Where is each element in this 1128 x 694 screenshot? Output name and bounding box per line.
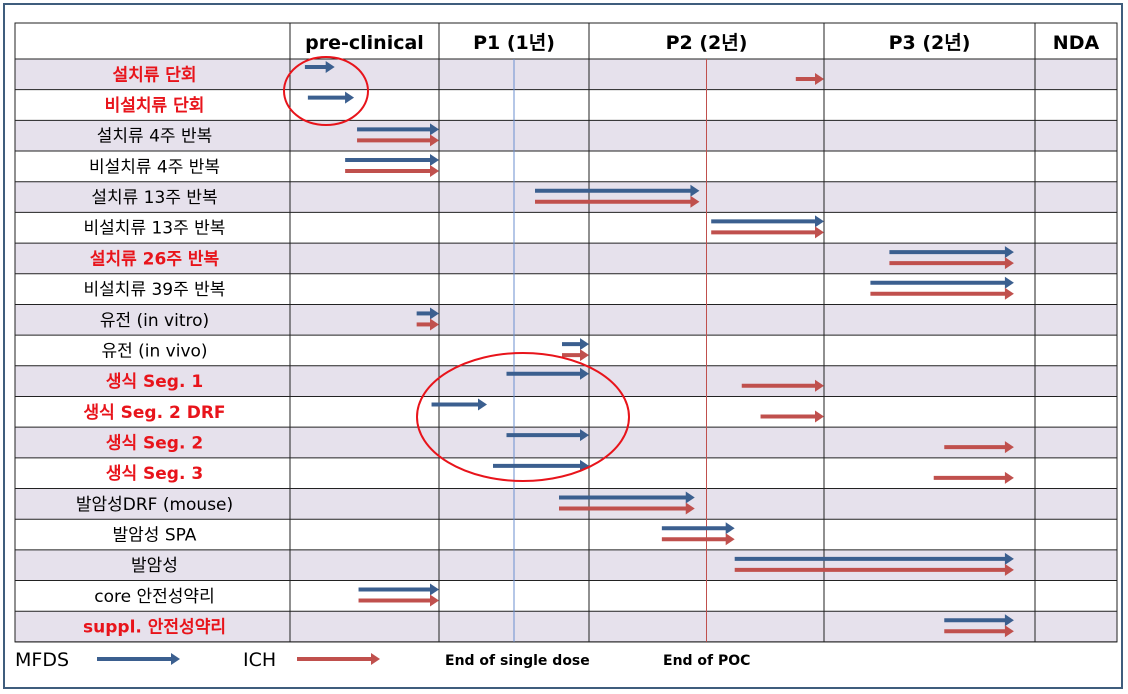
row-shade <box>15 120 1117 152</box>
row-shade <box>15 365 1117 397</box>
mfds-arrow-head <box>478 398 487 411</box>
column-header: pre-clinical <box>305 32 424 54</box>
column-header: P3 (2년) <box>889 32 971 54</box>
mfds-arrow-head <box>580 459 589 472</box>
ich-arrow-head <box>725 533 735 546</box>
row-label: 생식 Seg. 3 <box>106 464 203 484</box>
highlight-ellipse <box>416 352 630 482</box>
row-label: 생식 Seg. 2 <box>106 434 203 454</box>
mfds-arrow-head <box>580 429 589 442</box>
chart-frame: pre-clinical P1 (1년) P2 (2년) P3 (2년) NDA 설치류 … <box>3 3 1123 689</box>
highlight-ellipse <box>283 56 369 126</box>
row-label: 비설치류 13주 반복 <box>84 219 226 239</box>
row-label: 설치류 4주 반복 <box>97 127 212 147</box>
mfds-arrow-head <box>430 123 439 136</box>
row-label: 유전 (in vitro) <box>100 311 209 331</box>
mfds-arrow-head <box>815 215 824 228</box>
row-label: core 안전성약리 <box>94 587 214 607</box>
mfds-arrow-head <box>430 154 439 167</box>
column-header: NDA <box>1053 32 1100 54</box>
ich-arrow-head <box>430 318 439 331</box>
ich-arrow-head <box>430 134 439 147</box>
mfds-arrow-head <box>725 522 735 535</box>
legend-label-ich: ICH <box>243 649 276 671</box>
note-poc: End of POC <box>663 653 750 669</box>
row-shade <box>15 427 1117 458</box>
ich-arrow-head <box>815 226 824 239</box>
mfds-arrow-head <box>325 61 335 73</box>
ich-arrow-head <box>815 379 824 392</box>
mfds-arrow-head <box>1004 276 1014 289</box>
mfds-arrow-head <box>690 184 700 197</box>
row-shade <box>15 304 1117 336</box>
row-label: 비설치류 단회 <box>105 96 205 116</box>
mfds-arrow-head <box>580 338 589 351</box>
row-label: 설치류 13주 반복 <box>91 188 217 208</box>
ich-arrow-head <box>1004 625 1014 638</box>
mfds-arrow-head <box>1004 614 1014 627</box>
ich-arrow-head <box>1004 471 1014 484</box>
legend-label-mfds: MFDS <box>15 649 69 671</box>
mfds-arrow-head <box>345 91 355 104</box>
row-label: suppl. 안전성약리 <box>83 617 226 638</box>
column-header: P2 (2년) <box>666 32 748 54</box>
row-label: 생식 Seg. 1 <box>106 372 203 392</box>
mfds-arrow-head <box>430 307 439 320</box>
mfds-arrow-head <box>685 491 695 504</box>
ich-arrow-head <box>1004 563 1014 576</box>
row-shade <box>15 611 1117 642</box>
ich-arrow-head <box>1004 287 1014 300</box>
ich-arrow-head <box>685 502 695 515</box>
row-label: 비설치류 39주 반복 <box>84 280 226 300</box>
legend-ich-arrow-head <box>371 653 380 665</box>
ich-arrow-head <box>580 349 589 362</box>
mfds-arrow-head <box>1004 246 1014 259</box>
row-label: 설치류 단회 <box>112 65 196 85</box>
row-shade <box>15 549 1117 581</box>
ich-arrow-head <box>1004 257 1014 270</box>
ich-arrow-head <box>815 73 824 85</box>
row-label: 발암성 SPA <box>113 526 197 546</box>
note-single-dose: End of single dose <box>445 653 590 669</box>
row-shade <box>15 181 1117 213</box>
ich-arrow-head <box>1004 441 1014 454</box>
row-shade <box>15 488 1117 520</box>
row-label: 유전 (in vivo) <box>101 341 207 361</box>
row-label: 생식 Seg. 2 DRF <box>83 403 225 423</box>
row-label: 비설치류 4주 반복 <box>89 157 220 177</box>
row-label: 발암성 <box>131 556 178 576</box>
ich-arrow-head <box>690 195 700 208</box>
row-label: 발암성DRF (mouse) <box>76 495 233 515</box>
ich-arrow-head <box>430 594 439 607</box>
mfds-arrow-head <box>1004 552 1014 565</box>
mfds-arrow-head <box>580 367 589 380</box>
row-shade <box>15 243 1117 274</box>
mfds-arrow-head <box>430 583 439 596</box>
gantt-chart: pre-clinical P1 (1년) P2 (2년) P3 (2년) NDA 설치류 … <box>14 22 1118 671</box>
legend-mfds-arrow-head <box>171 653 180 665</box>
column-header: P1 (1년) <box>473 32 555 54</box>
row-shade <box>15 59 1117 90</box>
ich-arrow-head <box>430 165 439 178</box>
row-label: 설치류 26주 반복 <box>90 249 220 269</box>
ich-arrow-head <box>815 410 824 423</box>
